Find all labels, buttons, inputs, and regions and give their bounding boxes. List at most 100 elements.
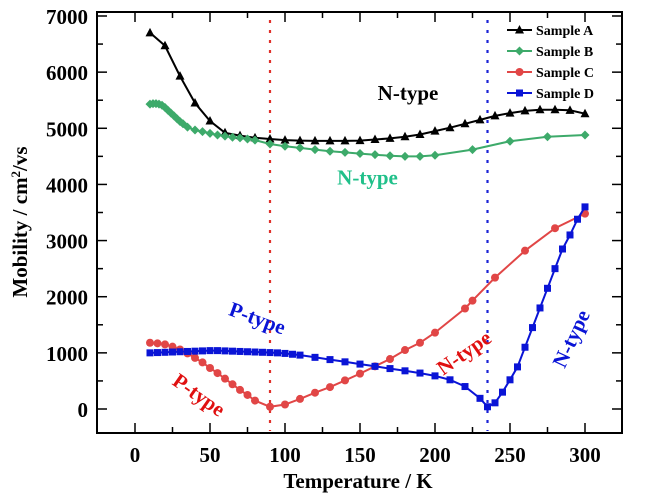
data-point bbox=[161, 340, 169, 349]
data-point bbox=[281, 349, 289, 357]
data-point bbox=[401, 367, 409, 375]
legend-marker bbox=[515, 46, 524, 56]
data-point bbox=[229, 347, 236, 355]
data-point bbox=[505, 108, 515, 117]
data-point bbox=[213, 130, 222, 140]
data-point bbox=[559, 245, 566, 253]
data-point bbox=[198, 358, 207, 367]
legend-marker bbox=[516, 89, 523, 97]
y-tick-label: 5000 bbox=[46, 117, 88, 141]
data-point bbox=[206, 364, 214, 373]
series-sample-c bbox=[146, 209, 589, 411]
data-point bbox=[251, 396, 259, 405]
legend-item: Sample B bbox=[507, 45, 593, 60]
data-point bbox=[566, 231, 574, 239]
data-point bbox=[145, 27, 155, 37]
data-point bbox=[221, 374, 229, 383]
data-point bbox=[565, 105, 575, 114]
data-point bbox=[431, 372, 439, 380]
y-axis-label-sup: 2 bbox=[8, 171, 23, 178]
legend-label: Sample D bbox=[536, 87, 594, 102]
data-point bbox=[416, 369, 424, 377]
data-point bbox=[266, 402, 274, 411]
data-point bbox=[280, 141, 290, 151]
legend-label: Sample A bbox=[536, 24, 594, 39]
data-point bbox=[499, 388, 506, 396]
data-point bbox=[295, 143, 305, 153]
data-point bbox=[235, 133, 245, 143]
data-point bbox=[280, 135, 290, 144]
series-sample-a bbox=[145, 27, 590, 145]
data-point bbox=[551, 265, 559, 273]
series-line bbox=[149, 32, 586, 142]
data-point bbox=[236, 347, 244, 355]
data-point bbox=[506, 376, 514, 384]
legend: Sample A Sample B Sample C Sample D bbox=[507, 24, 594, 102]
legend-item: Sample C bbox=[507, 66, 594, 81]
data-point bbox=[281, 400, 289, 409]
data-point bbox=[340, 147, 350, 157]
data-point bbox=[160, 40, 170, 50]
data-point bbox=[221, 347, 229, 355]
data-point bbox=[476, 394, 484, 402]
data-point bbox=[415, 129, 425, 138]
data-point bbox=[580, 108, 590, 118]
data-point bbox=[311, 353, 319, 361]
data-point bbox=[244, 348, 251, 356]
data-point bbox=[491, 273, 499, 282]
legend-marker bbox=[515, 25, 524, 34]
y-tick-labels: 0 1000 2000 3000 4000 5000 6000 7000 bbox=[46, 5, 88, 422]
data-point bbox=[191, 353, 199, 362]
series-line bbox=[149, 206, 586, 409]
x-tick-label: 300 bbox=[569, 443, 601, 467]
data-point bbox=[191, 347, 199, 355]
data-point bbox=[220, 131, 230, 141]
type-annotation: N-type bbox=[432, 326, 495, 380]
data-point bbox=[551, 224, 559, 233]
legend-item: Sample D bbox=[507, 87, 594, 102]
data-point bbox=[468, 296, 477, 305]
type-annotation: N-type bbox=[547, 306, 594, 371]
data-point bbox=[460, 118, 470, 128]
data-point bbox=[190, 125, 200, 135]
data-point bbox=[236, 385, 244, 394]
data-point bbox=[430, 150, 440, 160]
data-point bbox=[176, 348, 184, 356]
data-point bbox=[475, 114, 485, 124]
y-tick-label: 3000 bbox=[46, 230, 88, 254]
x-tick-label: 250 bbox=[494, 443, 526, 467]
y-tick-label: 0 bbox=[78, 398, 89, 422]
data-point bbox=[205, 128, 215, 138]
y-tick-label: 1000 bbox=[46, 342, 88, 366]
data-point bbox=[340, 135, 350, 145]
x-tick-label: 100 bbox=[269, 443, 301, 467]
data-point bbox=[581, 203, 589, 211]
data-point bbox=[490, 110, 500, 120]
data-point bbox=[446, 376, 454, 384]
type-annotation: P-type bbox=[226, 297, 289, 340]
data-point bbox=[175, 71, 185, 80]
data-point bbox=[385, 151, 395, 161]
data-point bbox=[484, 403, 491, 411]
data-point bbox=[296, 351, 304, 359]
x-tick-label: 0 bbox=[130, 443, 141, 467]
data-point bbox=[183, 122, 192, 132]
x-tick-label: 50 bbox=[200, 443, 221, 467]
data-point bbox=[243, 134, 252, 144]
data-point bbox=[325, 146, 335, 156]
data-point bbox=[386, 365, 394, 373]
data-point bbox=[400, 151, 410, 161]
data-point bbox=[535, 104, 545, 114]
x-tick-labels: 0 50 100 150 200 250 300 bbox=[130, 443, 601, 467]
data-point bbox=[543, 132, 552, 142]
data-point bbox=[445, 122, 455, 132]
data-point bbox=[544, 284, 551, 292]
data-point bbox=[431, 328, 439, 337]
data-point bbox=[296, 394, 304, 403]
y-tick-label: 4000 bbox=[46, 173, 88, 197]
data-point bbox=[228, 380, 237, 389]
data-point bbox=[250, 135, 260, 145]
legend-marker bbox=[515, 68, 524, 76]
data-point bbox=[310, 135, 320, 145]
